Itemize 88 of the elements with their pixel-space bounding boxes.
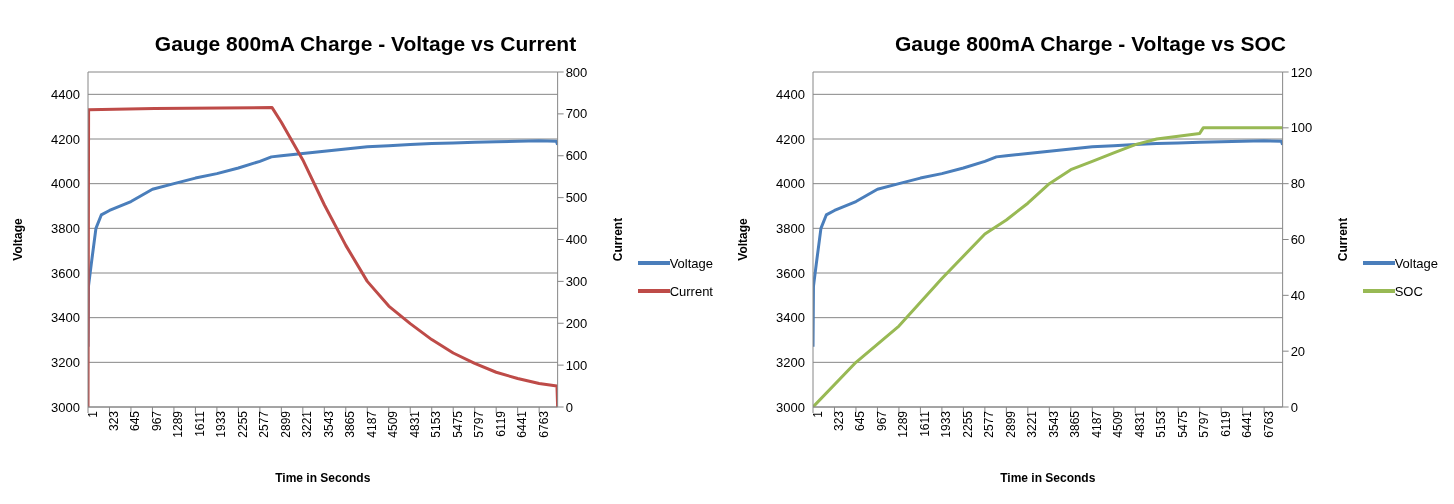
x-tick-label: 5797: [472, 410, 487, 438]
x-tick-label: 967: [149, 410, 164, 432]
x-tick-label: 6441: [515, 410, 530, 438]
y2-tick-label: 700: [565, 106, 588, 122]
y-tick-label: 4400: [51, 86, 80, 102]
x-tick-label: 3865: [343, 410, 358, 438]
y-axis-title: Voltage: [736, 217, 751, 261]
y-tick-label: 3800: [776, 220, 805, 236]
y-tick-label: 3600: [776, 265, 805, 281]
x-tick-label: 2577: [257, 410, 272, 438]
x-tick-label: 2899: [278, 410, 293, 438]
x-tick-label: 5475: [1175, 410, 1190, 438]
y2-tick-label: 600: [565, 148, 588, 164]
x-axis-title: Time in Seconds: [1000, 471, 1096, 485]
x-tick-label: 323: [832, 410, 846, 432]
y2-tick-label: 100: [565, 357, 588, 373]
x-tick-label: 645: [128, 410, 143, 432]
x-tick-label: 6763: [536, 410, 551, 438]
legend-label: SOC: [1394, 283, 1423, 299]
x-tick-label: 5797: [1197, 410, 1212, 438]
y-tick-label: 4000: [776, 176, 805, 192]
x-tick-label: 2899: [1003, 410, 1018, 438]
y-axis-title: Voltage: [11, 217, 26, 261]
x-tick-label: 3543: [1046, 410, 1061, 438]
y2-tick-label: 400: [565, 232, 588, 248]
x-axis-title: Time in Seconds: [275, 471, 371, 485]
y2-tick-label: 100: [1290, 120, 1313, 136]
x-tick-label: 1933: [214, 410, 229, 438]
x-tick-label: 5153: [1154, 410, 1169, 438]
x-tick-label: 4509: [1111, 410, 1126, 438]
x-tick-label: 1933: [939, 410, 954, 438]
x-tick-label: 6119: [493, 410, 508, 437]
x-tick-label: 967: [874, 410, 889, 432]
y2-tick-label: 300: [565, 273, 588, 289]
y2-tick-label: 60: [1290, 232, 1306, 248]
x-tick-label: 1289: [171, 410, 186, 438]
x-tick-label: 1611: [192, 410, 207, 437]
x-tick-label: 6763: [1261, 410, 1276, 438]
y-tick-label: 4200: [51, 131, 80, 147]
y2-tick-label: 20: [1290, 343, 1306, 359]
y2-tick-label: 120: [1290, 64, 1313, 80]
y-tick-label: 3400: [776, 310, 805, 326]
y-tick-label: 3400: [51, 310, 80, 326]
y-tick-label: 4000: [51, 176, 80, 192]
y-tick-label: 4400: [776, 86, 805, 102]
x-tick-label: 1: [85, 410, 100, 418]
chart-title: Gauge 800mA Charge - Voltage vs SOC: [894, 32, 1287, 57]
x-tick-label: 6441: [1240, 410, 1255, 438]
y-tick-label: 3600: [51, 265, 80, 281]
x-tick-label: 3221: [300, 410, 315, 438]
x-tick-label: 5475: [450, 410, 465, 438]
y-tick-label: 3000: [776, 399, 805, 415]
x-tick-label: 3543: [321, 410, 336, 438]
y-tick-label: 3200: [776, 354, 805, 370]
x-tick-label: 4831: [407, 410, 422, 438]
x-tick-label: 6119: [1218, 410, 1233, 437]
x-tick-label: 645: [853, 410, 868, 432]
x-tick-label: 1611: [917, 410, 932, 437]
x-tick-label: 4187: [364, 410, 379, 438]
chart-title: Gauge 800mA Charge - Voltage vs Current: [153, 32, 578, 57]
y-tick-label: 3800: [51, 220, 80, 236]
legend-label: Current: [669, 283, 713, 299]
x-tick-label: 4509: [386, 410, 401, 438]
y2-tick-label: 0: [1290, 399, 1298, 415]
y-tick-label: 4200: [776, 131, 805, 147]
x-tick-label: 323: [107, 410, 121, 432]
x-tick-label: 5153: [429, 410, 444, 438]
x-tick-label: 4187: [1089, 410, 1104, 438]
x-tick-label: 2255: [235, 410, 250, 438]
x-tick-label: 3865: [1068, 410, 1083, 438]
y2-tick-label: 800: [565, 64, 588, 80]
y2-tick-label: 200: [565, 315, 588, 331]
x-tick-label: 1: [810, 410, 825, 418]
x-tick-label: 2577: [982, 410, 997, 438]
y2-tick-label: 80: [1290, 176, 1306, 192]
y-tick-label: 3000: [51, 399, 80, 415]
x-tick-label: 1289: [896, 410, 911, 438]
x-tick-label: 3221: [1025, 410, 1040, 438]
y2-tick-label: 0: [565, 399, 573, 415]
x-tick-label: 4831: [1132, 410, 1147, 438]
legend-label: Voltage: [669, 255, 713, 271]
y2-tick-label: 40: [1290, 287, 1306, 303]
y-tick-label: 3200: [51, 354, 80, 370]
y2-tick-label: 500: [565, 190, 588, 206]
x-tick-label: 2255: [960, 410, 975, 438]
y2-axis-title: Current: [610, 217, 625, 262]
legend-label: Voltage: [1394, 255, 1438, 271]
y2-axis-title: Current: [1335, 217, 1350, 262]
